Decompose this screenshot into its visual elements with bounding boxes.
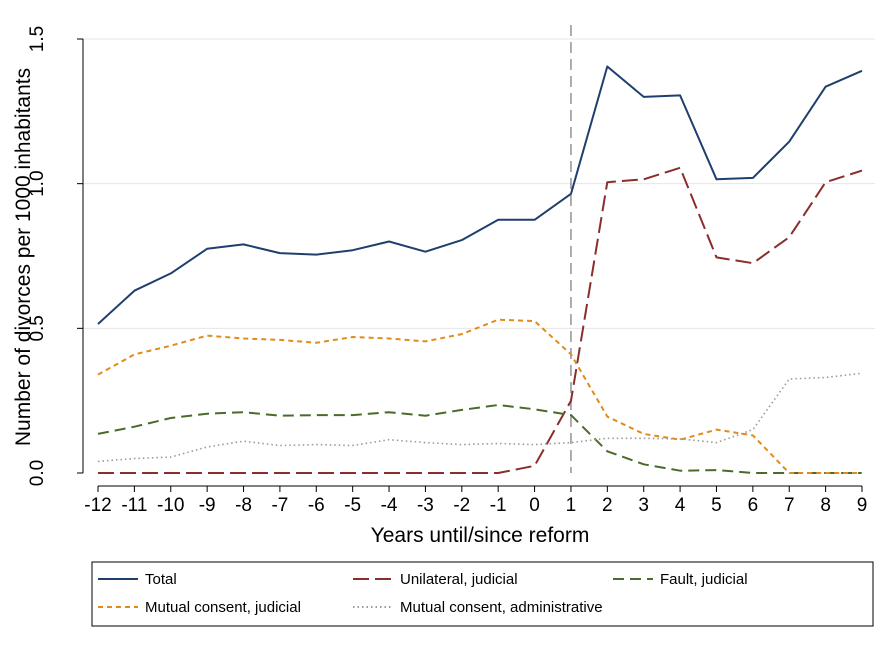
y-tick-label: 0.0 [27, 460, 48, 486]
axes [82, 39, 862, 487]
series-line-unilateral-judicial [98, 166, 863, 474]
legend-box [91, 561, 874, 627]
x-tick-label: 7 [784, 495, 795, 516]
x-tick-label: 1 [566, 495, 577, 516]
legend: Total Unilateral, judicial Fault, judicial… [91, 561, 874, 627]
x-tick-label: -5 [344, 495, 361, 516]
legend-label: Mutual consent, judicial [145, 599, 301, 616]
legend-label: Total [145, 571, 177, 588]
y-tick-label: 0.5 [27, 315, 48, 341]
x-tick-label: 2 [602, 495, 613, 516]
series-line-mutual-consent-administrative [97, 372, 863, 463]
series-line-fault-judicial [97, 404, 862, 474]
x-axis-title: Years until/since reform [371, 524, 590, 547]
legend-label: Unilateral, judicial [400, 571, 518, 588]
x-tick-label: -12 [84, 495, 111, 516]
series-line-mutual-consent-judicial [97, 318, 862, 474]
series-line-total [97, 65, 863, 325]
x-tick-label: -4 [381, 495, 398, 516]
x-tick-label: -6 [308, 495, 325, 516]
tick-labels: 0.00.51.01.5-12 -11 -10 -9 -8 -7 -6 -5 -4 -3 -2 -1 0… [27, 26, 867, 516]
y-axis-title: Number of divorces per 1000 inhabitants [12, 68, 35, 446]
y-tick-label: 1.0 [27, 170, 48, 196]
x-tick-label: -1 [490, 495, 507, 516]
x-tick-label: 5 [711, 495, 722, 516]
x-tick-label: 4 [675, 495, 686, 516]
y-tick-label: 1.5 [27, 26, 48, 52]
x-tick-label: 8 [820, 495, 831, 516]
x-tick-label: 6 [748, 495, 759, 516]
x-tick-label: -8 [235, 495, 252, 516]
x-tick-label: -3 [417, 495, 434, 516]
x-tick-label: 0 [529, 495, 540, 516]
gridlines [83, 38, 875, 329]
x-tick-label: -10 [157, 495, 184, 516]
x-tick-label: 9 [857, 495, 868, 516]
x-tick-label: -2 [453, 495, 470, 516]
x-tick-label: -7 [271, 495, 288, 516]
x-tick-label: 3 [638, 495, 649, 516]
x-tick-label: -11 [121, 495, 147, 516]
legend-label: Mutual consent, administrative [400, 599, 603, 616]
x-tick-label: -9 [199, 495, 216, 516]
legend-label: Fault, judicial [660, 571, 748, 588]
series-lines [97, 65, 863, 474]
